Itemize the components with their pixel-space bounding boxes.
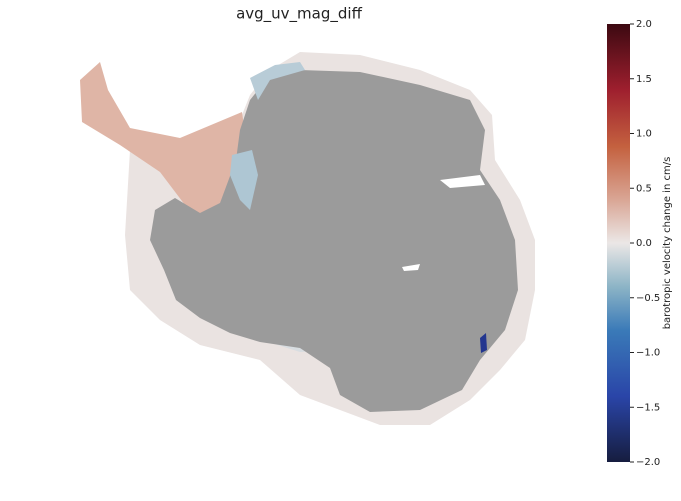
colorbar-tick-label: 1.5	[636, 74, 652, 85]
lake	[440, 175, 485, 188]
colorbar-ticks: 2.0 1.5 1.0 0.5 0.0 −0.5 −1.0 −1.5 −2.0	[630, 19, 660, 468]
colorbar-tick-label: 0.0	[636, 238, 652, 249]
colorbar-tick-label: −1.5	[636, 402, 660, 413]
shelf-blue	[230, 150, 258, 210]
peninsula-change	[80, 62, 246, 228]
colorbar-tick-label: −1.0	[636, 348, 660, 359]
colorbar	[607, 24, 630, 462]
colorbar-tick-label: 2.0	[636, 19, 652, 30]
colorbar-tick-label: 0.5	[636, 183, 652, 194]
colorbar-tick-label: −0.5	[636, 293, 660, 304]
shelf-blue	[250, 62, 305, 100]
continent	[150, 70, 518, 412]
map-title: avg_uv_mag_diff	[236, 5, 362, 24]
map	[80, 52, 535, 425]
colorbar-tick-label: 1.0	[636, 129, 652, 140]
lake	[402, 264, 420, 271]
shelf-dark-blue	[480, 333, 487, 353]
colorbar-tick-label: −2.0	[636, 457, 660, 468]
colorbar-label: barotropic velocity change in cm/s	[662, 157, 673, 330]
